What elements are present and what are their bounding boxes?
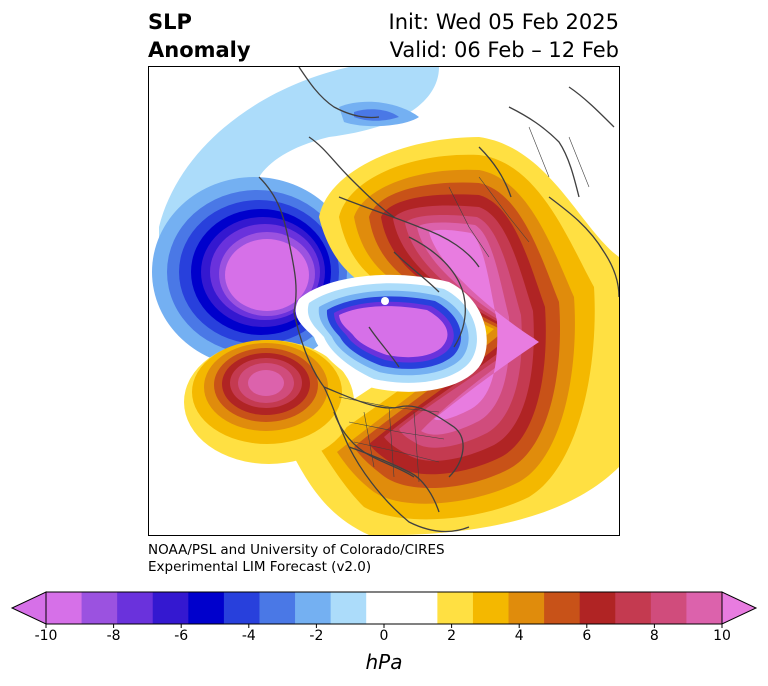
colorbar-cell	[579, 592, 616, 624]
colorbar-tick-label: -2	[309, 628, 324, 644]
colorbar-cell	[366, 592, 403, 624]
colorbar-cell	[472, 592, 510, 624]
map-title: SLP Anomaly	[148, 8, 251, 64]
colorbar-cell	[330, 592, 367, 624]
colorbar-unit: hPa	[365, 650, 403, 674]
colorbar-tick-label: 0	[379, 628, 389, 644]
colorbar-cell	[46, 592, 83, 624]
colorbar-cell	[650, 592, 687, 624]
colorbar-tick-label: 6	[582, 628, 592, 644]
political-borders	[338, 126, 590, 483]
colorbar-tick-label: -4	[241, 628, 256, 644]
colorbar-cell	[615, 592, 652, 624]
colorbar-cell	[81, 592, 118, 624]
colorbar-under-arrow	[10, 591, 47, 625]
title-variable-line2: Anomaly	[148, 38, 251, 62]
anomaly-map	[152, 67, 619, 535]
colorbar-tick-label: -6	[174, 628, 189, 644]
colorbar-tick-label: 10	[713, 628, 731, 644]
colorbar-tick-label: -10	[34, 628, 58, 644]
title-variable-line1: SLP	[148, 10, 192, 34]
init-date: Init: Wed 05 Feb 2025	[388, 10, 619, 34]
colorbar-cell	[437, 592, 474, 624]
colorbar-over-arrow	[721, 591, 758, 625]
colorbar-tick-label: 8	[649, 628, 659, 644]
colorbar-cell	[508, 592, 545, 624]
colorbar-tick-label: -8	[106, 628, 121, 644]
colorbar-cell	[401, 592, 438, 624]
negative-anomaly-region-north	[159, 67, 439, 307]
colorbar-cell	[152, 592, 189, 624]
colorbar-cell	[188, 592, 225, 624]
map-panel	[148, 66, 620, 536]
credit-line2: Experimental LIM Forecast (v2.0)	[148, 559, 372, 575]
colorbar-cell	[295, 592, 332, 624]
colorbar-cell	[259, 592, 296, 624]
colorbar-cell	[223, 592, 260, 624]
colorbar-cell	[117, 592, 154, 624]
forecast-dates: Init: Wed 05 Feb 2025 Valid: 06 Feb – 12…	[389, 8, 619, 64]
colorbar	[10, 591, 758, 628]
pacific-high	[184, 340, 354, 464]
credit-line1: NOAA/PSL and University of Colorado/CIRE…	[148, 542, 445, 558]
colorbar-tick-label: 4	[514, 628, 524, 644]
valid-range: Valid: 06 Feb – 12 Feb	[389, 38, 619, 62]
credit-text: NOAA/PSL and University of Colorado/CIRE…	[148, 542, 445, 576]
north-america-low	[295, 274, 487, 392]
atlantic-high	[289, 137, 619, 535]
colorbar-cell	[544, 592, 581, 624]
colorbar-cell	[686, 592, 723, 624]
colorbar-tick-label: 2	[447, 628, 457, 644]
